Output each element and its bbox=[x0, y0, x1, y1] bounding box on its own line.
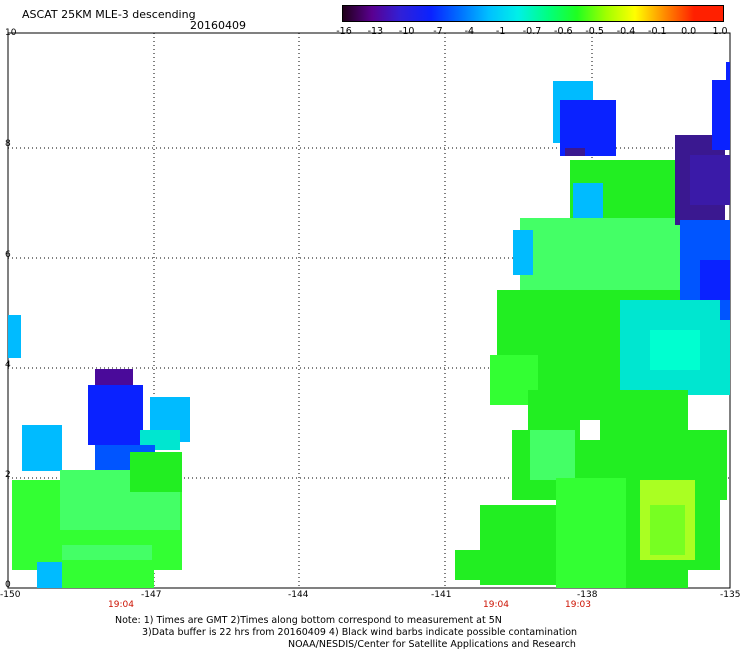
swath-cell bbox=[528, 390, 688, 430]
swath-cell bbox=[726, 62, 730, 82]
x-tick-label: -138 bbox=[577, 590, 598, 600]
color-scale-segment bbox=[518, 6, 548, 21]
color-scale-label: -1 bbox=[495, 26, 506, 37]
y-tick-label: 0 bbox=[5, 580, 11, 590]
color-scale-label: -13 bbox=[367, 26, 384, 37]
swath-cell bbox=[513, 230, 533, 275]
swath-cell bbox=[8, 315, 21, 358]
footnote-line: Note: 1) Times are GMT 2)Times along bot… bbox=[115, 615, 502, 626]
color-scale-segment bbox=[430, 6, 460, 21]
swath-cell bbox=[650, 330, 700, 370]
color-scale-segment bbox=[576, 6, 607, 21]
color-scale-segment bbox=[401, 6, 431, 21]
x-tick-label: -135 bbox=[720, 590, 740, 600]
y-tick-label: 8 bbox=[5, 139, 11, 149]
color-scale-segment bbox=[693, 6, 724, 21]
swath-cell bbox=[650, 505, 685, 555]
footnote-line: NOAA/NESDIS/Center for Satellite Applica… bbox=[288, 639, 576, 650]
swath-cell bbox=[22, 425, 62, 471]
x-tick-label: -147 bbox=[141, 590, 162, 600]
swath-cell bbox=[560, 100, 616, 156]
swath-cell bbox=[565, 148, 585, 156]
color-scale-segment bbox=[547, 6, 577, 21]
y-tick-label: 6 bbox=[5, 250, 11, 260]
product-date: 20160409 bbox=[190, 19, 246, 32]
color-scale-segment bbox=[664, 6, 694, 21]
x-tick-label: -150 bbox=[0, 590, 21, 600]
color-scale-segment bbox=[343, 6, 373, 21]
color-scale-segment bbox=[372, 6, 402, 21]
color-scale-label: -0.6 bbox=[554, 26, 573, 37]
color-scale-label: -7 bbox=[433, 26, 443, 37]
color-scale-label: -0.1 bbox=[648, 26, 667, 37]
pass-time-label: 19:04 bbox=[108, 600, 134, 610]
swath-cell bbox=[618, 570, 688, 588]
color-scale-segment bbox=[635, 6, 665, 21]
color-scale-label: -0.5 bbox=[585, 26, 604, 37]
swath-cell bbox=[556, 478, 626, 588]
swath-cell bbox=[88, 385, 143, 445]
y-tick-label: 10 bbox=[5, 28, 17, 38]
swath-cell bbox=[62, 560, 154, 588]
color-scale-label: -4 bbox=[464, 26, 475, 37]
swath-cell bbox=[573, 183, 603, 223]
color-scale-label: -0.4 bbox=[616, 26, 636, 37]
swath-cell bbox=[520, 218, 700, 298]
color-scale-label: -16 bbox=[336, 26, 352, 37]
color-scale-label: -10 bbox=[398, 26, 415, 37]
pass-time-label: 19:03 bbox=[565, 600, 591, 610]
product-title: ASCAT 25KM MLE-3 descending bbox=[22, 8, 196, 21]
swath-cell bbox=[700, 260, 730, 300]
color-scale-label: -0.7 bbox=[522, 26, 542, 37]
swath-cell bbox=[37, 562, 62, 588]
color-scale-label: 0.0 bbox=[681, 26, 697, 37]
y-tick-label: 2 bbox=[5, 470, 11, 480]
footnote-line: 3)Data buffer is 22 hrs from 20160409 4)… bbox=[142, 627, 578, 638]
color-scale-bar bbox=[342, 5, 724, 22]
color-scale-segment bbox=[489, 6, 519, 21]
x-tick-label: -144 bbox=[288, 590, 309, 600]
color-scale-segment bbox=[459, 6, 490, 21]
color-scale-segment bbox=[606, 6, 636, 21]
swath-cell bbox=[580, 420, 600, 440]
swath-cell bbox=[712, 80, 730, 150]
swath-cell bbox=[530, 430, 575, 480]
y-tick-label: 4 bbox=[5, 360, 11, 370]
swath-cell bbox=[130, 452, 182, 492]
x-tick-label: -141 bbox=[431, 590, 452, 600]
swath-cell bbox=[720, 300, 730, 320]
swath-cell bbox=[455, 550, 555, 580]
swath-cell bbox=[690, 155, 730, 205]
pass-time-label: 19:04 bbox=[483, 600, 509, 610]
color-scale-label: 1.0 bbox=[712, 26, 728, 37]
